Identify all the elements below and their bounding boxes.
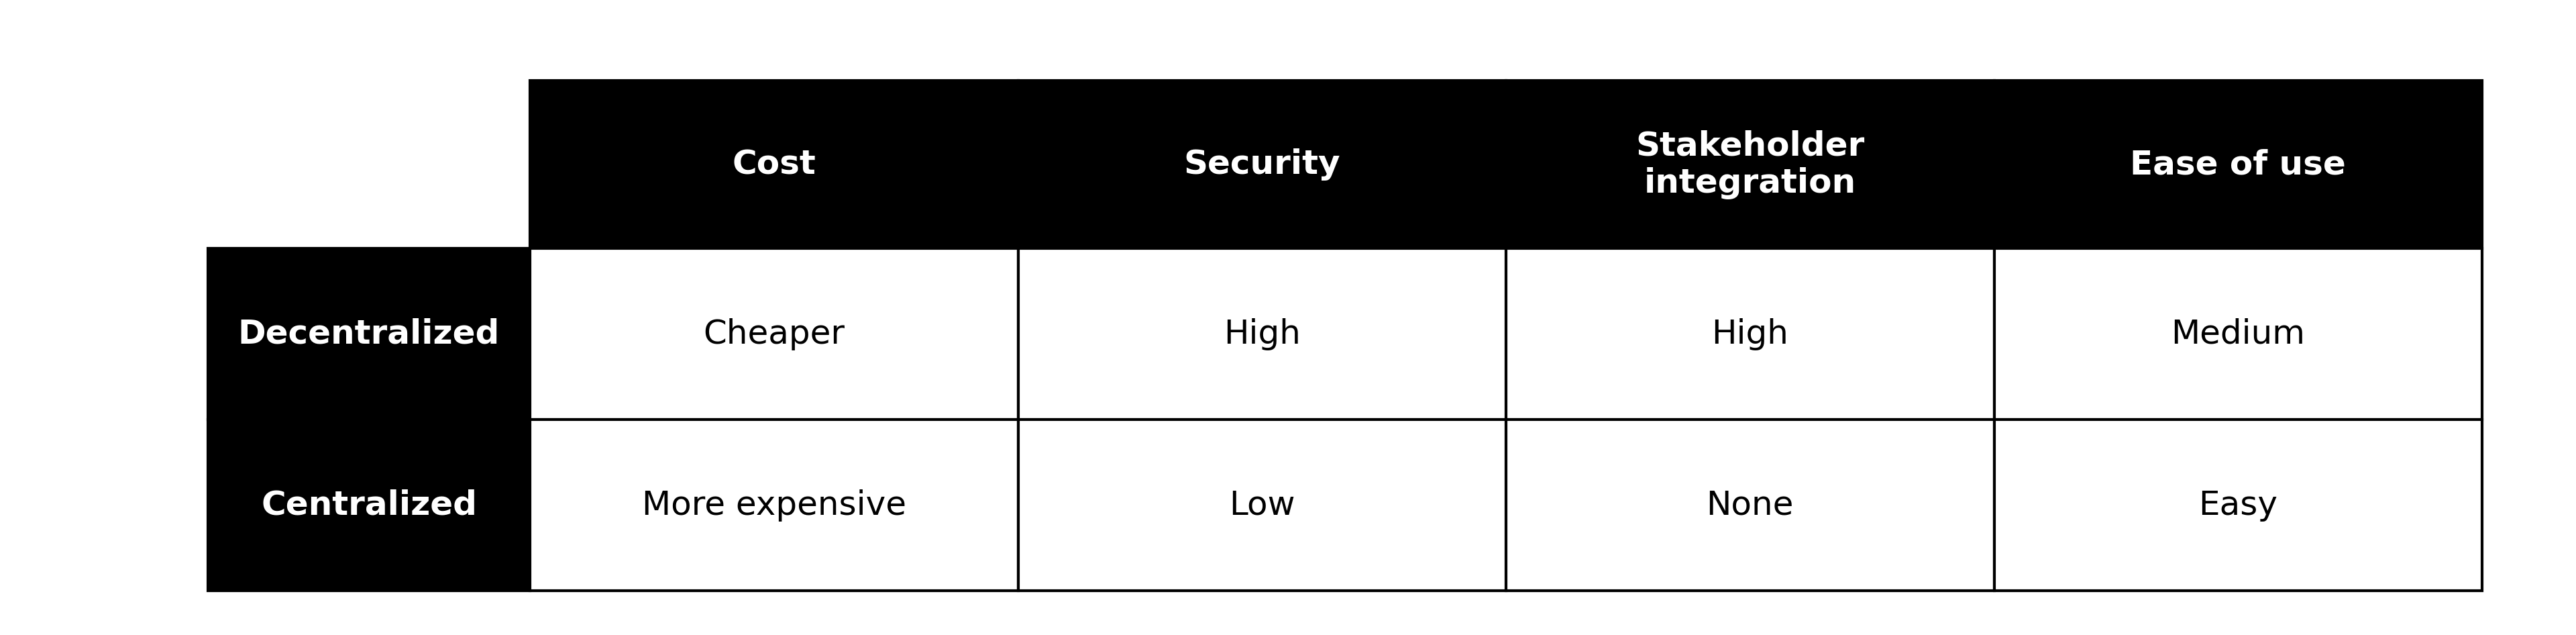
Bar xyxy=(1507,81,1994,248)
Text: Cheaper: Cheaper xyxy=(703,318,845,350)
Text: High: High xyxy=(1224,318,1301,350)
Bar xyxy=(1994,420,2483,591)
Text: Low: Low xyxy=(1229,489,1296,521)
Text: Security: Security xyxy=(1182,149,1340,180)
Text: Decentralized: Decentralized xyxy=(237,318,500,350)
Bar xyxy=(531,248,1018,420)
Text: Stakeholder
integration: Stakeholder integration xyxy=(1636,130,1865,199)
Text: None: None xyxy=(1705,489,1793,521)
Bar xyxy=(209,248,531,420)
Text: Ease of use: Ease of use xyxy=(2130,149,2347,180)
Text: Centralized: Centralized xyxy=(260,489,477,521)
Bar xyxy=(1507,248,1994,420)
Bar xyxy=(1018,248,1507,420)
Bar xyxy=(1018,81,1507,248)
Text: Easy: Easy xyxy=(2197,489,2277,521)
Bar xyxy=(531,420,1018,591)
Bar xyxy=(1507,420,1994,591)
Text: Medium: Medium xyxy=(2172,318,2306,350)
Bar xyxy=(1018,420,1507,591)
Bar xyxy=(1994,248,2483,420)
Text: Cost: Cost xyxy=(732,149,817,180)
Bar xyxy=(531,81,1018,248)
Bar xyxy=(1994,81,2483,248)
Text: More expensive: More expensive xyxy=(641,489,907,521)
Text: High: High xyxy=(1710,318,1788,350)
Bar xyxy=(209,420,531,591)
